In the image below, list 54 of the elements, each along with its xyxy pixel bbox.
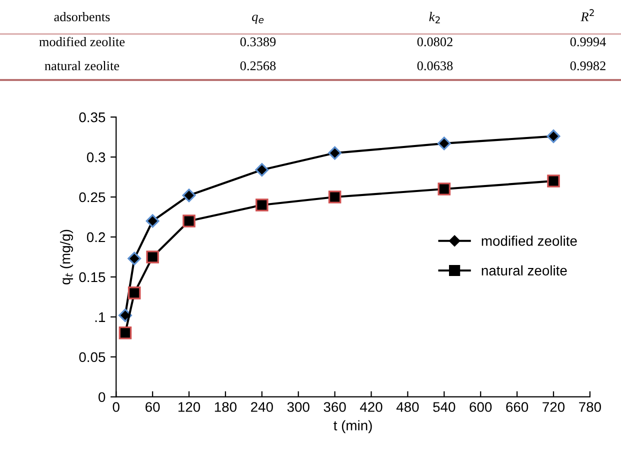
x-tick-label: 600 [470,402,492,412]
point [118,326,132,340]
x-tick-label: 180 [214,402,237,412]
point [546,130,560,143]
point [128,252,142,266]
point [547,174,560,188]
x-tick-label: 0 [112,402,120,412]
category-label: natural zeolite [44,61,120,70]
point [328,190,342,204]
y-tick-label: 0.35 [79,112,106,122]
point [438,182,451,196]
x-tick-label: 780 [579,402,601,412]
x-tick-label: 540 [433,402,456,412]
text: 0.9982 [570,61,606,70]
y-axis-title: q$_{t}$ (mg/g) [60,230,74,284]
point [146,250,159,264]
x-tick-label: 300 [287,402,310,412]
x-tick-label: 60 [146,402,160,412]
y-tick-label: 0 [98,392,106,402]
legend-label: modified zeolite [482,236,577,246]
point [146,214,160,228]
category-label: adsorbents [54,12,110,22]
point [255,163,269,177]
category-label: modified zeolite [39,36,125,46]
point [256,198,268,212]
text: 0.0802 [417,37,452,46]
point [182,188,196,202]
category-label: q$_{e}$ [252,14,264,24]
x-axis-title: t (min) [334,420,372,434]
category-label: k$_{2}$ [429,12,440,24]
point [437,136,451,150]
category-label: R$^{2}$ [580,9,594,22]
y-tick-label: 0.15 [79,272,106,282]
x-tick-label: 360 [324,402,346,412]
x-tick-label: 420 [360,402,382,412]
y-tick-label: 0.05 [79,352,106,362]
text: 0.3389 [240,37,276,46]
x-tick-label: 720 [542,402,565,412]
point [182,214,196,228]
point [118,308,132,322]
text: 0.0638 [417,61,453,70]
x-tick-label: 480 [396,402,419,412]
y-tick-label: .1 [95,312,106,322]
y-tick-label: 0.3 [86,152,106,162]
legend-label: natural zeolite [482,265,567,276]
y-tick-label: 0.25 [79,192,106,202]
x-tick-label: 120 [178,402,200,412]
point [328,146,342,160]
text: 0.2568 [240,61,276,70]
x-tick-label: 660 [506,402,528,412]
text: 0.9994 [570,37,606,46]
y-tick-label: 0.2 [86,232,106,242]
point [128,286,141,300]
x-tick-label: 240 [251,402,273,412]
